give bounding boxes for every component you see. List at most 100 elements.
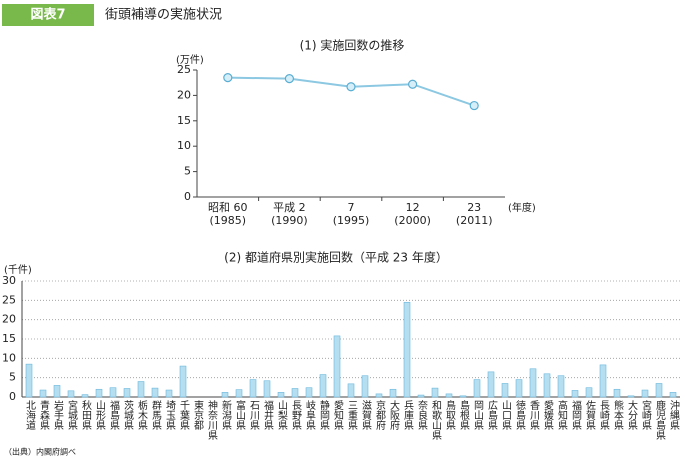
bar	[529, 368, 537, 398]
bar	[221, 392, 229, 398]
x-tick-label: 秋田県	[80, 399, 92, 431]
x-tick-label: 熊本県	[612, 399, 624, 431]
bar	[473, 379, 481, 398]
y-tick-label: 25	[2, 293, 16, 306]
y-axis-label: (千件)	[4, 264, 32, 276]
bar	[305, 387, 313, 398]
bar	[459, 395, 467, 398]
x-axis-label: (年度)	[508, 201, 536, 214]
bar	[375, 393, 383, 398]
x-tick-label: 滋賀県	[360, 399, 372, 431]
source-note: （出典）内閣府調べ	[4, 447, 76, 457]
bar	[655, 383, 663, 398]
x-tick-label: 長野県	[290, 400, 302, 431]
bar	[361, 375, 369, 398]
x-tick-label: 鳥取県	[444, 399, 456, 431]
bar	[179, 365, 187, 398]
bar	[333, 335, 341, 398]
point	[408, 79, 418, 89]
x-tick-label: 12 (2000)	[394, 201, 431, 227]
chart-title: (1) 実施回数の推移	[300, 38, 405, 53]
x-tick-label: 宮城県	[66, 399, 78, 431]
y-tick-label: 20	[2, 313, 16, 326]
bar	[445, 393, 453, 398]
bar	[123, 388, 131, 398]
bar	[501, 383, 509, 398]
bar	[669, 392, 677, 398]
bar	[291, 388, 299, 398]
x-tick-label: 大分県	[626, 399, 638, 431]
bar	[165, 389, 173, 398]
bar	[417, 394, 425, 398]
y-tick-label: 5	[184, 165, 191, 178]
x-tick-label: 長崎県	[598, 400, 610, 431]
x-tick-label: 島根県	[458, 399, 470, 431]
x-tick-label: 北海道	[24, 400, 36, 430]
y-tick-label: 5	[9, 371, 16, 384]
bar	[613, 388, 621, 398]
point	[346, 82, 356, 92]
x-tick-label: 宮崎県	[640, 399, 652, 431]
x-tick-label: 京都府	[374, 399, 386, 431]
x-tick-label: 石川県	[248, 400, 260, 431]
bar	[515, 379, 523, 398]
line	[227, 76, 475, 107]
x-tick-label: 千葉県	[178, 400, 190, 431]
y-tick-label: 10	[2, 351, 16, 364]
bar	[109, 387, 117, 398]
y-tick-label: 10	[177, 139, 191, 152]
x-tick-label: 兵庫県	[402, 399, 414, 431]
x-tick-label: 広島県	[486, 399, 498, 431]
bar	[403, 301, 411, 398]
y-tick-label: 25	[177, 63, 191, 76]
bar	[347, 383, 355, 398]
bar	[557, 375, 565, 398]
bar	[249, 379, 257, 398]
x-tick-label: 昭和 60 (1985)	[208, 201, 248, 227]
bar	[67, 390, 75, 398]
x-tick-label: 徳島県	[514, 399, 526, 431]
point	[469, 100, 479, 111]
x-tick-label: 福井県	[262, 399, 274, 431]
bar	[263, 380, 271, 398]
badge: 図表7	[30, 7, 65, 23]
bar	[627, 395, 635, 398]
x-tick-label: 沖縄県	[668, 399, 680, 431]
y-tick-label: 15	[177, 114, 191, 127]
x-tick-label: 鹿児島県	[654, 399, 666, 441]
page-title: 街頭補導の実施状況	[105, 7, 222, 23]
x-tick-label: 神奈川県	[206, 399, 218, 441]
bar	[53, 385, 61, 398]
chart-title: (2) 都道府県別実施回数（平成 23 年度）	[224, 250, 448, 265]
bar	[81, 394, 89, 398]
y-axis-label: (万件)	[176, 54, 204, 66]
x-tick-label: 茨城県	[122, 399, 134, 431]
bar	[599, 364, 607, 398]
bar	[487, 371, 495, 398]
x-tick-label: 岩手県	[52, 399, 64, 431]
x-tick-label: 静岡県	[318, 399, 330, 431]
bar	[277, 392, 285, 398]
bar	[431, 387, 439, 398]
bar	[95, 388, 103, 398]
x-tick-label: 三重県	[346, 400, 358, 431]
x-tick-label: 佐賀県	[584, 400, 596, 431]
x-tick-label: 福島県	[108, 399, 120, 431]
x-tick-label: 富山県	[234, 399, 246, 431]
x-tick-label: 香川県	[528, 400, 540, 431]
x-tick-label: 東京都	[192, 399, 204, 431]
bar	[319, 374, 327, 398]
y-tick-label: 30	[2, 274, 16, 287]
bar	[39, 389, 47, 398]
x-tick-label: 岡山県	[472, 400, 484, 431]
y-tick-label: 0	[184, 190, 191, 203]
x-tick-label: 大阪府	[388, 399, 400, 431]
x-tick-label: 7 (1995)	[333, 201, 370, 227]
bar	[641, 389, 649, 398]
y-tick-label: 0	[9, 390, 16, 403]
x-tick-label: 愛媛県	[542, 399, 554, 431]
bar	[235, 389, 243, 398]
x-tick-label: 和歌山県	[430, 400, 442, 441]
x-tick-label: 山梨県	[276, 400, 288, 431]
